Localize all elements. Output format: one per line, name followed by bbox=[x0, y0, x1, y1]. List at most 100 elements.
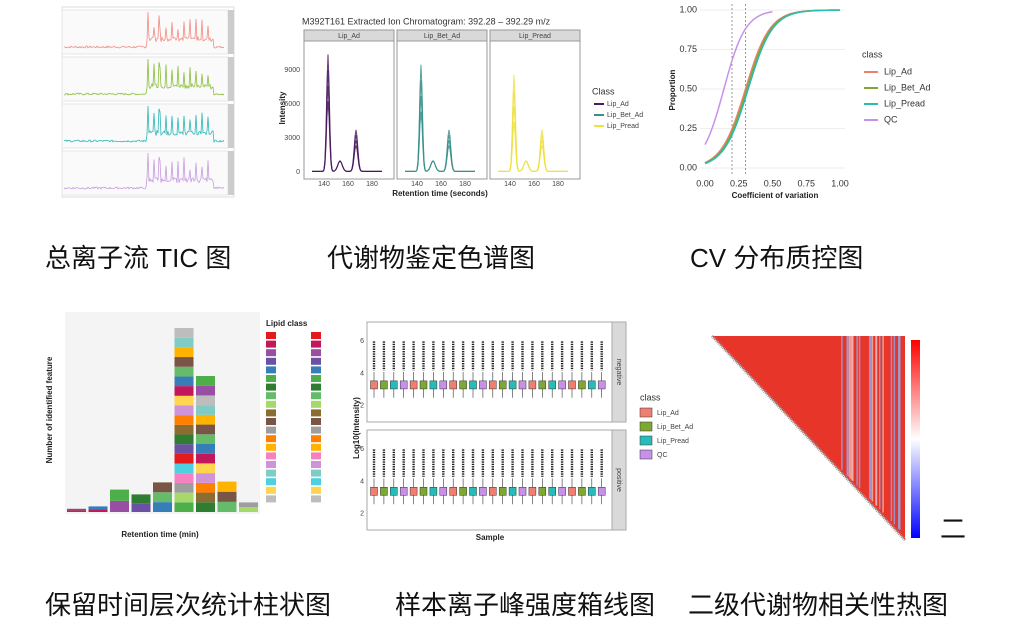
facet-label: Lip_Ad bbox=[338, 33, 360, 40]
legend-key bbox=[266, 418, 276, 425]
box bbox=[498, 380, 507, 390]
facet bbox=[61, 56, 229, 102]
legend-key bbox=[311, 469, 321, 477]
legend-key bbox=[311, 332, 321, 339]
y-label: Proportion bbox=[668, 69, 677, 110]
box bbox=[489, 487, 497, 496]
y-tick-label: 6 bbox=[360, 338, 364, 345]
box bbox=[558, 380, 566, 390]
eic-line bbox=[405, 111, 475, 172]
legend-title: class bbox=[640, 392, 661, 402]
legend-label: Lip_Ad bbox=[657, 410, 679, 417]
legend-key bbox=[639, 421, 653, 432]
facet-panel bbox=[366, 429, 613, 531]
y-tick-label: 0 bbox=[296, 169, 300, 176]
facet-label: Lip_Pread bbox=[519, 33, 551, 40]
legend-label: Lip_Bet_Ad bbox=[884, 82, 931, 92]
legend-key bbox=[311, 486, 321, 494]
box bbox=[459, 380, 467, 390]
bar-segment bbox=[88, 506, 108, 510]
box bbox=[479, 487, 487, 496]
bar-segment bbox=[196, 473, 215, 483]
box bbox=[409, 380, 418, 390]
tic-line bbox=[63, 58, 225, 96]
tic-thumbnail bbox=[61, 6, 235, 198]
bar-segment bbox=[217, 481, 237, 492]
legend-key bbox=[266, 332, 276, 339]
legend-label: Lip_Pread bbox=[657, 438, 689, 445]
facet-label: Lip_Bet_Ad bbox=[424, 33, 460, 40]
legend-key bbox=[266, 392, 276, 400]
y-tick-label: 4 bbox=[360, 370, 364, 377]
legend-key bbox=[311, 409, 321, 417]
tic-line bbox=[63, 152, 225, 190]
facet-strip bbox=[228, 151, 234, 195]
legend-label: Lip_Ad bbox=[884, 66, 912, 76]
caption: 样本离子峰强度箱线图 bbox=[395, 590, 655, 620]
heatmap-stripe bbox=[868, 336, 871, 499]
legend-key bbox=[266, 469, 276, 477]
legend-key bbox=[266, 495, 276, 503]
box bbox=[479, 380, 487, 390]
box bbox=[399, 487, 408, 496]
y-tick-label: 4 bbox=[360, 478, 364, 485]
heatmap-stripe bbox=[882, 336, 884, 513]
x-tick-label: 0.75 bbox=[797, 178, 815, 188]
heatmap-stripe bbox=[850, 336, 852, 480]
legend-key bbox=[639, 407, 653, 418]
bar-segment bbox=[196, 434, 215, 444]
bar-segment bbox=[153, 482, 172, 493]
box bbox=[419, 380, 428, 390]
legend-label: QC bbox=[884, 114, 898, 124]
legend-key bbox=[311, 452, 321, 460]
box bbox=[548, 487, 556, 496]
legend-label: Lip_Bet_Ad bbox=[607, 112, 643, 119]
tic-line bbox=[63, 11, 225, 49]
box bbox=[449, 380, 457, 390]
bar-segment bbox=[217, 491, 237, 502]
x-tick-label: 180 bbox=[366, 181, 378, 188]
bar-segment bbox=[174, 502, 194, 512]
bar-segment bbox=[196, 482, 215, 493]
x-tick-label: 1.00 bbox=[831, 178, 849, 188]
box bbox=[459, 487, 467, 496]
legend-key bbox=[311, 340, 321, 348]
box bbox=[399, 380, 408, 390]
bar-segment bbox=[110, 489, 129, 501]
facet-panel bbox=[489, 40, 581, 180]
caption: 二级代谢物相关性热图 bbox=[688, 590, 948, 620]
box bbox=[489, 380, 497, 390]
bar-segment bbox=[196, 492, 215, 503]
bar-segment bbox=[196, 405, 215, 415]
legend-key bbox=[266, 383, 276, 391]
legend-key bbox=[266, 478, 276, 486]
heatmap-stripe bbox=[841, 336, 843, 470]
box bbox=[508, 380, 517, 390]
caption: CV 分布质控图 bbox=[690, 243, 863, 273]
legend-key bbox=[266, 366, 276, 374]
cv-curve bbox=[704, 10, 773, 145]
y-label: Number of identified feature bbox=[45, 356, 54, 463]
bar-segment bbox=[196, 385, 215, 396]
y-tick-label: 1.00 bbox=[679, 4, 697, 14]
legend-key bbox=[266, 349, 276, 357]
legend-key bbox=[266, 435, 276, 443]
heatmap-stripe bbox=[871, 336, 874, 502]
legend-key bbox=[311, 478, 321, 486]
box bbox=[597, 380, 606, 390]
x-tick-label: 160 bbox=[528, 181, 540, 188]
facet-strip bbox=[228, 104, 234, 148]
cv-curve bbox=[704, 9, 841, 165]
legend-key bbox=[266, 452, 276, 460]
caption: 总离子流 TIC 图 bbox=[45, 243, 231, 273]
bar-segment bbox=[174, 482, 194, 493]
heatmap-thumbnail bbox=[710, 334, 920, 542]
legend-label: Lip_Pread bbox=[884, 98, 925, 108]
box bbox=[578, 380, 586, 390]
box bbox=[370, 380, 378, 390]
legend-key bbox=[266, 426, 276, 434]
legend-key bbox=[311, 392, 321, 400]
tic-line bbox=[63, 105, 225, 144]
legend-key bbox=[311, 349, 321, 357]
